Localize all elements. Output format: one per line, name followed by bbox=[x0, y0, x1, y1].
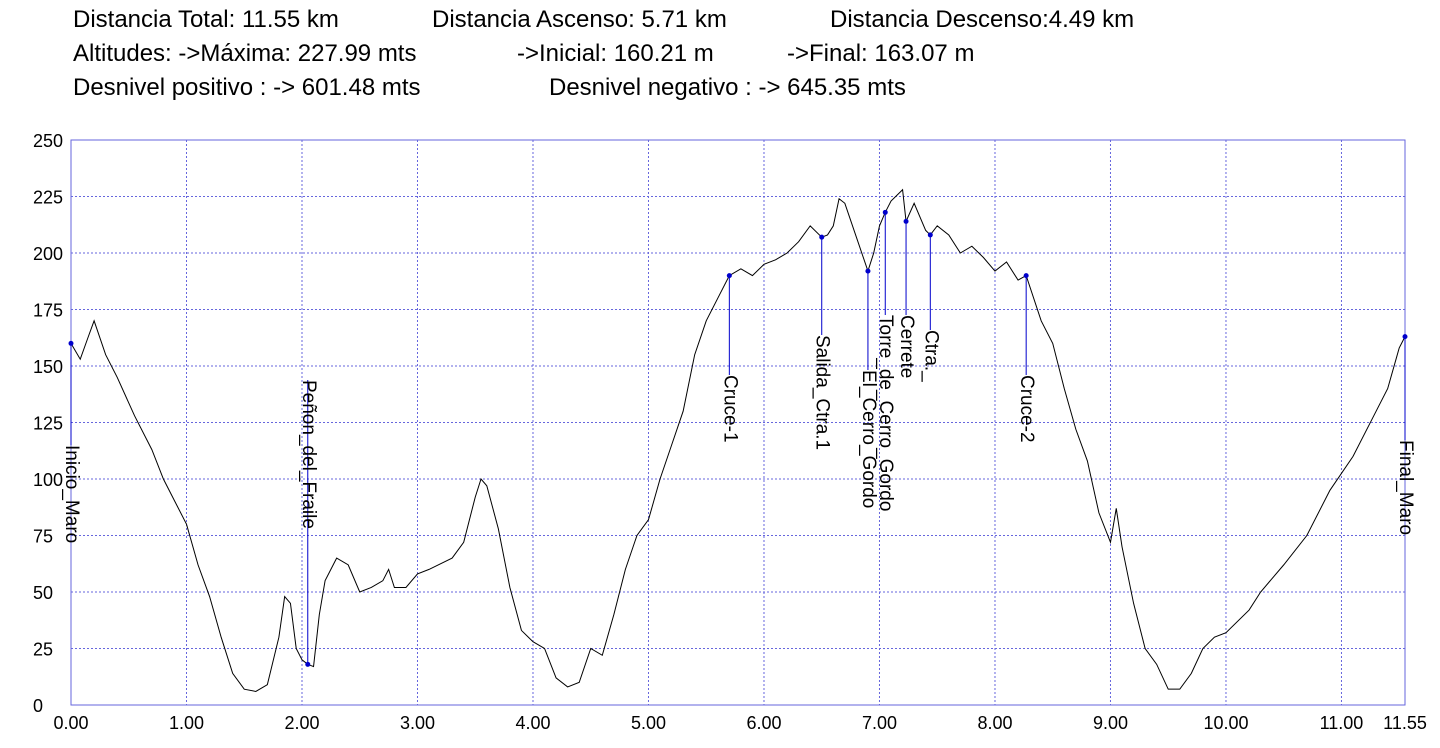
header-text: ->Inicial: 160.21 m bbox=[517, 40, 714, 67]
x-tick-label: 3.00 bbox=[400, 713, 435, 733]
x-tick-label: 7.00 bbox=[862, 713, 897, 733]
x-tick-label: 11.55 bbox=[1383, 713, 1427, 733]
waypoint-marker bbox=[819, 234, 825, 240]
x-tick-label: 10.00 bbox=[1203, 713, 1248, 733]
waypoint-marker bbox=[305, 661, 311, 667]
header-text: Desnivel negativo : -> 645.35 mts bbox=[549, 74, 906, 101]
x-tick-label: 11.00 bbox=[1320, 713, 1364, 733]
x-tick-label: 9.00 bbox=[1093, 713, 1128, 733]
x-tick-label: 6.00 bbox=[746, 713, 781, 733]
waypoint-marker bbox=[882, 209, 888, 215]
x-tick-label: 2.00 bbox=[284, 713, 319, 733]
y-tick-label: 0 bbox=[33, 696, 43, 716]
header-text: Desnivel positivo : -> 601.48 mts bbox=[73, 74, 421, 101]
waypoint-label: Cruce-1 bbox=[719, 375, 740, 443]
elevation-line bbox=[70, 188, 1406, 692]
y-tick-label: 100 bbox=[33, 470, 63, 490]
waypoint-label: Salida_Ctra.1 bbox=[812, 335, 833, 450]
x-tick-label: 4.00 bbox=[515, 713, 550, 733]
y-tick-label: 225 bbox=[33, 187, 63, 207]
header-text: ->Final: 163.07 m bbox=[787, 40, 974, 67]
header-text: Distancia Descenso:4.49 km bbox=[830, 6, 1134, 33]
x-tick-label: 1.00 bbox=[169, 713, 204, 733]
waypoint-marker bbox=[68, 340, 74, 346]
waypoint-label: Inicio_Maro bbox=[61, 445, 82, 543]
waypoint-label: El_Cerro_Gordo bbox=[858, 370, 879, 508]
waypoint-label: Peñon_del_Fraile bbox=[298, 380, 319, 529]
y-tick-label: 250 bbox=[33, 131, 63, 151]
y-tick-label: 25 bbox=[33, 639, 53, 659]
waypoint-label: Cruce-2 bbox=[1016, 375, 1037, 443]
y-tick-label: 125 bbox=[33, 413, 63, 433]
y-tick-label: 200 bbox=[33, 244, 63, 264]
waypoint-marker bbox=[927, 232, 933, 238]
x-tick-label: 0.00 bbox=[53, 713, 88, 733]
y-tick-label: 50 bbox=[33, 583, 53, 603]
waypoint-marker bbox=[1402, 334, 1408, 340]
waypoint-marker bbox=[865, 268, 871, 274]
y-tick-label: 150 bbox=[33, 357, 63, 377]
waypoint-marker bbox=[1023, 273, 1029, 279]
waypoint-label: Final_Maro bbox=[1395, 440, 1416, 535]
waypoint-marker bbox=[726, 273, 732, 279]
waypoint-label: Cerrete bbox=[896, 315, 917, 378]
header-text: Distancia Total: 11.55 km bbox=[73, 6, 339, 33]
y-tick-label: 75 bbox=[33, 526, 53, 546]
x-tick-label: 5.00 bbox=[631, 713, 666, 733]
header-text: Distancia Ascenso: 5.71 km bbox=[432, 6, 727, 33]
y-tick-label: 175 bbox=[33, 300, 63, 320]
x-tick-label: 8.00 bbox=[977, 713, 1012, 733]
header-text: Altitudes: ->Máxima: 227.99 mts bbox=[73, 40, 416, 67]
waypoint-label: Ctra._ bbox=[920, 330, 941, 382]
waypoint-marker bbox=[903, 218, 909, 224]
waypoint-label: Torre_de_Cerro_Gordo bbox=[875, 315, 896, 511]
